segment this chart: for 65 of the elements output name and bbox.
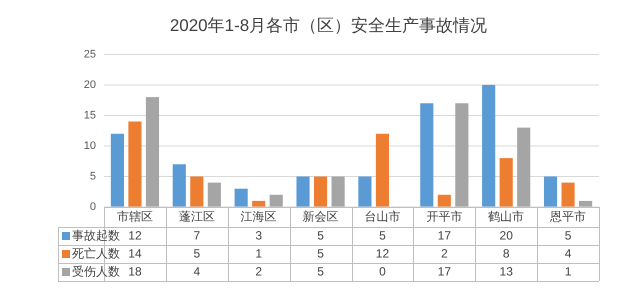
data-label: 4 bbox=[193, 264, 200, 278]
bar bbox=[358, 176, 372, 206]
bar bbox=[376, 134, 390, 206]
data-label: 12 bbox=[128, 228, 142, 242]
chart-title: 2020年1-8月各市（区）安全生产事故情况 bbox=[170, 16, 488, 35]
bar bbox=[190, 176, 204, 206]
x-tick-label: 鹤山市 bbox=[488, 210, 524, 224]
x-tick-label: 台山市 bbox=[364, 210, 400, 224]
bar bbox=[579, 200, 592, 206]
bar bbox=[296, 176, 310, 206]
bar bbox=[455, 103, 468, 206]
bar bbox=[146, 97, 160, 206]
bar bbox=[561, 182, 575, 206]
bar bbox=[270, 194, 283, 206]
bar bbox=[208, 182, 221, 206]
x-tick-label: 江海区 bbox=[240, 210, 277, 224]
data-label: 5 bbox=[317, 228, 324, 242]
legend-label: 事故起数 bbox=[72, 228, 120, 242]
data-label: 17 bbox=[438, 228, 452, 242]
data-label: 0 bbox=[379, 264, 386, 278]
bar bbox=[128, 122, 142, 206]
data-label: 17 bbox=[438, 264, 452, 278]
y-tick-label: 0 bbox=[90, 201, 96, 214]
data-label: 2 bbox=[255, 264, 262, 278]
bar bbox=[252, 200, 266, 206]
data-label: 13 bbox=[500, 264, 514, 278]
bar bbox=[172, 164, 186, 206]
bar bbox=[517, 128, 530, 206]
x-tick-label: 恩平市 bbox=[549, 210, 586, 224]
data-label: 2 bbox=[440, 246, 448, 260]
data-label: 5 bbox=[317, 246, 324, 260]
y-tick-label: 20 bbox=[84, 78, 96, 91]
y-tick-label: 10 bbox=[84, 140, 96, 152]
legend-label: 死亡人数 bbox=[72, 246, 120, 260]
data-label: 18 bbox=[128, 264, 142, 278]
bar bbox=[500, 158, 513, 206]
data-label: 1 bbox=[255, 246, 262, 260]
data-label: 12 bbox=[376, 246, 390, 260]
data-label: 7 bbox=[193, 228, 200, 242]
data-label: 20 bbox=[500, 228, 514, 242]
data-label: 3 bbox=[255, 228, 262, 242]
x-tick-label: 市辖区 bbox=[116, 210, 153, 224]
data-label: 4 bbox=[564, 246, 572, 260]
legend-label: 受伤人数 bbox=[72, 264, 120, 278]
data-label: 8 bbox=[502, 246, 510, 260]
x-tick-label: 蓬江区 bbox=[178, 210, 215, 224]
bar bbox=[438, 194, 451, 206]
data-label: 5 bbox=[564, 228, 572, 242]
y-tick-label: 15 bbox=[84, 109, 96, 122]
data-label: 14 bbox=[128, 246, 142, 260]
y-tick-label: 25 bbox=[84, 48, 96, 60]
bar bbox=[234, 188, 248, 206]
data-label: 5 bbox=[317, 264, 324, 278]
y-tick-label: 5 bbox=[90, 170, 96, 183]
data-label: 5 bbox=[193, 246, 200, 260]
data-label: 5 bbox=[379, 228, 386, 242]
bar bbox=[110, 134, 124, 206]
x-tick-label: 开平市 bbox=[426, 210, 462, 224]
bar bbox=[544, 176, 558, 206]
bar bbox=[482, 84, 496, 206]
bar bbox=[420, 103, 434, 206]
bar bbox=[332, 176, 345, 206]
x-tick-label: 新会区 bbox=[302, 210, 339, 224]
bar bbox=[314, 176, 328, 206]
data-label: 1 bbox=[564, 264, 572, 278]
